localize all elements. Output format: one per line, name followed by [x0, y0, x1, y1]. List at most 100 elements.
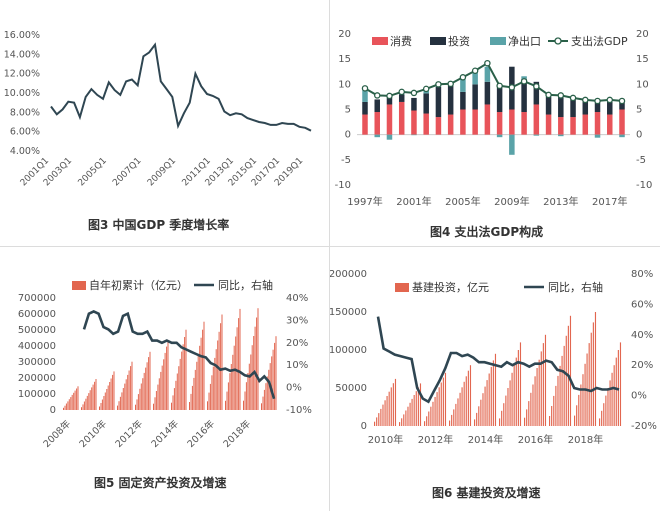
fai-bar	[268, 369, 270, 410]
gdp-x-tick: 2007Q1	[111, 156, 143, 188]
fai-bar	[112, 374, 114, 410]
infra-bar	[378, 413, 380, 426]
fai-bar	[230, 364, 232, 410]
gdp-total-point	[410, 89, 418, 97]
infra-bar	[557, 375, 559, 426]
infra-bar	[488, 373, 490, 426]
fai-bar	[257, 308, 259, 410]
infra-x-tick: 2014年	[468, 433, 503, 446]
fai-bar	[164, 352, 166, 410]
fai-bar	[82, 404, 84, 410]
fai-bar	[191, 385, 193, 410]
fai-bar	[167, 340, 169, 410]
fai-bar	[113, 371, 115, 410]
infra-bar	[590, 332, 592, 426]
infra-bar	[601, 410, 603, 426]
infra-bar	[426, 416, 428, 426]
fai-bar	[239, 308, 241, 410]
fai-bar	[178, 366, 180, 410]
net-export-bar	[496, 134, 503, 138]
fai-bar	[235, 336, 237, 410]
fai-bar	[227, 382, 229, 410]
fai-bar	[166, 346, 168, 410]
fai-bar	[64, 405, 66, 410]
investment-bar	[423, 93, 429, 114]
infra-y2-tick: 80%	[631, 269, 653, 280]
fai-bar	[106, 389, 108, 410]
infra-bar	[459, 392, 461, 426]
consumption-bar	[582, 114, 589, 135]
gdp-total-line	[364, 61, 623, 102]
fai-bar	[261, 403, 262, 410]
infra-bar	[451, 414, 453, 426]
gdp-y-tick: 10.00%	[4, 88, 40, 99]
fai-bar	[189, 402, 190, 410]
investment-bar	[545, 96, 552, 115]
infra-bar	[409, 402, 411, 426]
infra-bar	[534, 376, 536, 426]
fai-bar	[130, 366, 132, 410]
infra-bar	[574, 415, 576, 426]
fai-bar	[199, 345, 201, 410]
fai-bar	[274, 342, 276, 410]
investment-bar	[386, 96, 393, 105]
fai-bar	[226, 391, 228, 410]
infra-legend-label: 基建投资，亿元	[412, 280, 489, 294]
fai-bar	[202, 329, 204, 410]
fai-bar	[103, 396, 105, 410]
consumption-bar	[509, 109, 515, 135]
infra-bar	[603, 403, 605, 426]
investment-bar	[558, 96, 564, 118]
infra-bar	[538, 359, 540, 426]
infra-legend-label: 同比，右轴	[548, 280, 603, 294]
fai-bar	[254, 326, 256, 410]
infra-bar	[401, 418, 403, 426]
fai-bar	[163, 359, 165, 410]
fai-bar	[145, 367, 147, 410]
gdp-y-tick: 16.00%	[4, 30, 40, 41]
fai-bar	[182, 344, 184, 410]
infra-bar	[482, 393, 484, 426]
infra-y-tick: 50000	[335, 383, 367, 394]
fai-x-tick: 2016年	[185, 417, 218, 450]
horizontal-divider	[0, 246, 660, 247]
infra-bar	[380, 408, 382, 426]
fai-bar	[161, 365, 163, 410]
infra-y2-tick: 20%	[631, 360, 653, 371]
gdp-y-tick: 4.00%	[10, 146, 40, 157]
exp-x-tick: 2005年	[445, 195, 480, 208]
infra-bar	[469, 365, 472, 426]
gdp-total-point	[373, 92, 381, 99]
infra-bar	[428, 411, 430, 426]
infra-bar	[530, 392, 532, 426]
infra-bar	[492, 360, 494, 426]
fai-bar	[211, 375, 213, 410]
infra-bar	[432, 401, 434, 426]
investment-bar	[496, 86, 503, 113]
infra-bar	[490, 366, 492, 426]
exp-legend-swatch	[490, 37, 506, 45]
infra-bar	[524, 417, 526, 426]
fai-bar	[200, 337, 202, 410]
exp-y-tick: 20	[338, 29, 351, 40]
fai-bar	[153, 403, 154, 410]
gdp-total-point	[471, 67, 479, 74]
fai-bar	[118, 401, 120, 410]
gdp-y-tick: 14.00%	[4, 49, 40, 60]
fai-bar	[236, 327, 238, 410]
exp-y-tick: -10	[335, 180, 351, 191]
net-export-bar	[386, 134, 393, 140]
exp-y2-tick: 10	[636, 79, 649, 90]
infra-bar	[563, 345, 565, 426]
consumption-bar	[619, 109, 625, 135]
fai-bar	[71, 394, 73, 410]
infra-bar	[544, 334, 547, 426]
fai-legend-label: 自年初累计（亿元）	[89, 278, 188, 292]
investment-bar	[447, 84, 454, 115]
infra-yoy-line	[376, 316, 620, 404]
infra-bar	[540, 351, 542, 426]
gdp-total-point	[569, 94, 577, 102]
gdp-total-point	[496, 82, 503, 90]
infra-bar	[561, 355, 563, 426]
